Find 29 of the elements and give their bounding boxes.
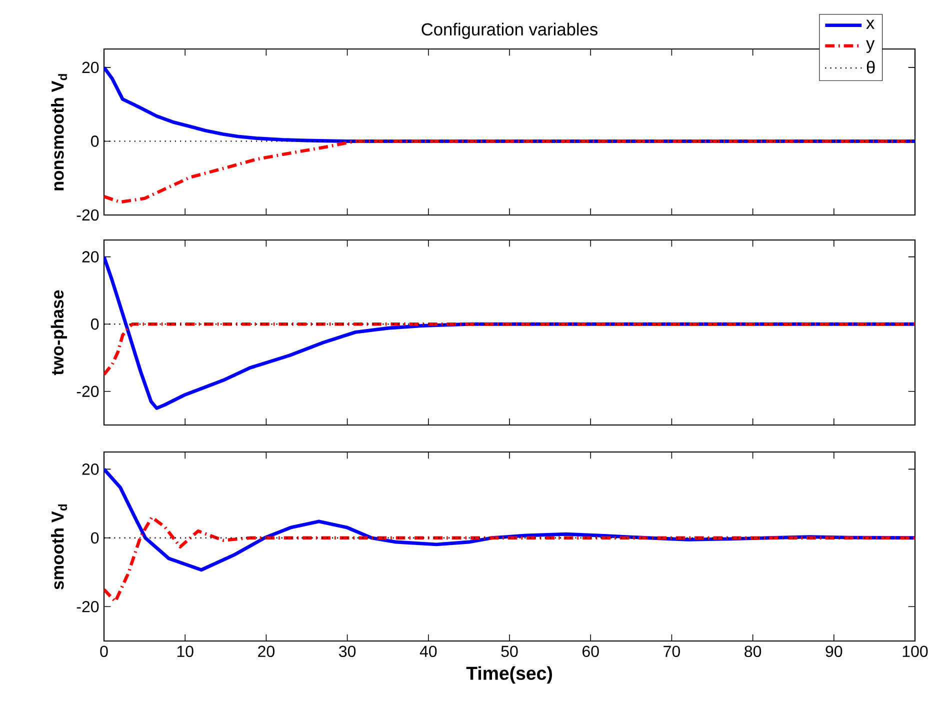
- x-tick-label: 40: [420, 646, 437, 658]
- x-tick-label: 10: [177, 646, 194, 658]
- x-tick-label: 70: [664, 646, 680, 658]
- legend-label: θ: [866, 60, 875, 74]
- chart-title: Configuration variables: [422, 22, 598, 39]
- line-series: [104, 516, 915, 604]
- y-tick-label: -20: [76, 386, 99, 398]
- legend-label: x: [866, 20, 874, 29]
- y-tick-label: -20: [76, 600, 99, 612]
- x-tick-label: 20: [258, 646, 274, 658]
- y-axis-title: smooth V$_{d}$: [51, 504, 68, 590]
- x-tick-label: 30: [339, 646, 356, 658]
- y-tick-label: -20: [76, 209, 99, 221]
- y-tick-label: 20: [82, 464, 99, 475]
- x-tick-label: 50: [501, 646, 518, 658]
- y-tick-label: 0: [91, 136, 99, 147]
- y-axis-title: two-phase: [50, 290, 68, 376]
- y-tick-label: 20: [82, 62, 99, 74]
- y-axis-title: nonsmooth V$_{d}$: [51, 74, 68, 190]
- x-tick-label: 80: [744, 646, 762, 658]
- x-tick-label: 0: [100, 646, 108, 658]
- y-tick-label: 0: [91, 532, 99, 544]
- x-tick-label: 60: [582, 646, 599, 658]
- legend-label: y: [866, 40, 875, 53]
- y-tick-label: 20: [82, 251, 99, 262]
- x-tick-label: 100: [902, 646, 928, 658]
- x-axis-title: Time(sec): [466, 666, 552, 684]
- y-tick-label: 0: [91, 318, 99, 330]
- x-tick-label: 90: [826, 646, 842, 658]
